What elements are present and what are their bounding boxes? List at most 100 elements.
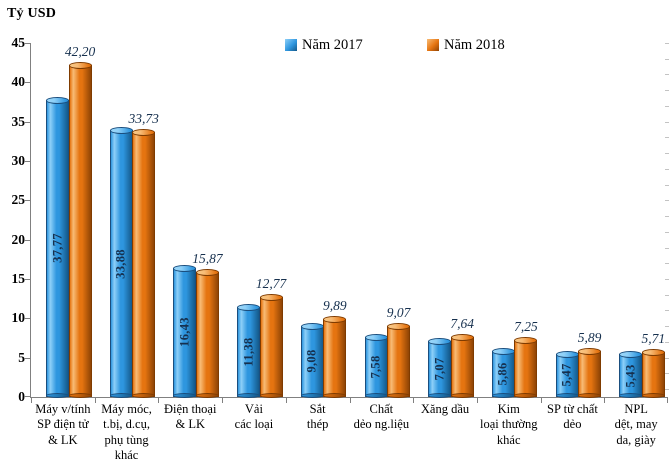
bar-top-cap — [619, 351, 643, 359]
right-minor-tick-mark — [665, 90, 669, 92]
bar-top-cap — [364, 334, 388, 342]
y-axis-tick-mark — [24, 82, 30, 84]
bar-nam-2017: 11,38 — [237, 304, 261, 398]
bar-nam-2018 — [323, 316, 347, 398]
value-label-2017: 7,58 — [368, 355, 383, 379]
bar-bottom-cap — [387, 393, 410, 398]
legend-swatch-2017-icon — [285, 39, 297, 52]
y-axis-unit-title: Tỷ USD — [7, 6, 57, 21]
bar-nam-2017: 16,43 — [173, 264, 197, 398]
bar-nam-2018 — [641, 349, 665, 398]
bar-bottom-cap — [109, 393, 133, 398]
bar-nam-2018 — [195, 269, 219, 398]
y-axis-tick-label: 35 — [11, 113, 26, 129]
x-axis-category-label: SP từ chất dẻo — [547, 402, 598, 432]
y-axis-tick-label: 40 — [11, 74, 26, 90]
value-label-2017: 5,43 — [623, 364, 638, 388]
bar-top-cap — [300, 322, 324, 330]
bar-top-cap — [195, 269, 219, 277]
value-label-2018: 12,77 — [255, 275, 287, 291]
x-axis-category-label: NPL dệt, may da, giày — [614, 402, 658, 447]
bar-nam-2018 — [132, 128, 156, 398]
x-axis-category-label: Xăng dầu — [420, 402, 470, 416]
bar-bottom-cap — [195, 393, 219, 398]
x-axis-category-label: Điện thoại & LK — [164, 402, 217, 432]
bar-top-cap — [491, 347, 515, 355]
x-axis-tick-mark — [413, 398, 415, 403]
legend-item-2017: Năm 2017 — [285, 38, 363, 53]
right-minor-tick-mark — [665, 310, 669, 312]
bar-bottom-cap — [300, 393, 324, 398]
right-minor-tick-mark — [665, 200, 669, 202]
bar-top-cap — [450, 333, 474, 341]
bar-bottom-cap — [555, 393, 579, 398]
y-axis-tick-label: 25 — [11, 192, 26, 208]
y-axis-tick-mark — [24, 121, 30, 123]
legend-label-2018: Năm 2018 — [444, 37, 505, 53]
bar-bottom-cap — [491, 393, 515, 398]
value-label-2018: 33,73 — [128, 110, 159, 126]
bar-nam-2017: 7,07 — [428, 338, 452, 398]
bar-nam-2017: 9,08 — [300, 322, 324, 398]
y-axis-tick-label: 0 — [18, 389, 25, 404]
bar-bottom-cap — [173, 393, 197, 398]
bar-top-cap — [578, 347, 602, 355]
y-axis-tick-mark — [24, 200, 30, 202]
right-minor-tick-mark — [665, 105, 669, 107]
bar-nam-2018 — [578, 347, 602, 398]
value-label-2018: 15,87 — [192, 251, 223, 267]
y-axis-tick-mark — [24, 357, 30, 359]
right-minor-tick-mark — [665, 58, 669, 60]
right-minor-tick-mark — [665, 357, 669, 359]
value-label-2017: 33,88 — [113, 248, 128, 279]
bar-bottom-cap — [428, 393, 452, 398]
x-axis-tick-mark — [222, 398, 224, 403]
value-label-2018: 7,25 — [514, 318, 538, 334]
y-axis-tick-label: 10 — [11, 310, 26, 326]
bar-top-cap — [555, 350, 579, 358]
x-axis-category-label: Máy móc, t.bị, d.cụ, phụ tùng khác — [101, 402, 152, 462]
bar-nam-2017: 37,77 — [46, 96, 69, 398]
bar-bottom-cap — [364, 393, 388, 398]
bar-top-cap — [173, 264, 197, 272]
right-minor-tick-mark — [665, 279, 669, 280]
value-label-2018: 5,89 — [577, 329, 602, 345]
bar-bottom-cap — [450, 393, 474, 398]
bar-bottom-cap — [514, 393, 538, 398]
y-axis-tick-mark — [24, 239, 30, 241]
right-minor-tick-mark — [665, 43, 669, 44]
value-label-2017: 11,38 — [241, 337, 256, 367]
x-axis-category-label: Máy v/tính SP điện tử & LK — [35, 402, 91, 447]
y-axis-tick-mark — [24, 396, 30, 397]
right-minor-tick-mark — [665, 263, 669, 265]
y-axis-tick-mark — [24, 161, 30, 162]
right-minor-tick-mark — [665, 389, 669, 391]
right-minor-tick-mark — [665, 168, 669, 170]
value-label-2018: 5,71 — [641, 331, 666, 347]
value-label-2017: 5,86 — [495, 362, 510, 386]
bar-bottom-cap — [641, 393, 665, 398]
right-minor-tick-mark — [665, 153, 669, 155]
x-axis-tick-mark — [349, 398, 351, 403]
legend-swatch-2018-icon — [427, 39, 439, 52]
bar-top-cap — [641, 349, 665, 357]
bar-bottom-cap — [237, 393, 261, 398]
x-axis-tick-mark — [285, 398, 287, 403]
bar-top-cap — [323, 316, 347, 324]
y-axis-tick-label: 45 — [11, 35, 26, 50]
value-label-2018: 9,07 — [386, 304, 411, 320]
bar-top-cap — [259, 293, 283, 301]
bar-top-cap — [46, 96, 69, 104]
x-axis-category-label: Chất dẻo ng.liệu — [353, 402, 410, 432]
bar-top-cap — [237, 304, 261, 312]
bar-top-cap — [109, 127, 133, 135]
x-axis-tick-mark — [667, 398, 668, 403]
bar-bottom-cap — [46, 393, 69, 398]
y-axis-tick-label: 30 — [11, 153, 26, 168]
bar-nam-2018 — [514, 336, 538, 398]
x-axis-tick-mark — [31, 398, 32, 403]
x-axis-tick-mark — [540, 398, 542, 403]
bar-nam-2018 — [450, 333, 474, 398]
x-axis-tick-mark — [158, 398, 160, 403]
y-axis-tick-label: 15 — [11, 271, 26, 286]
